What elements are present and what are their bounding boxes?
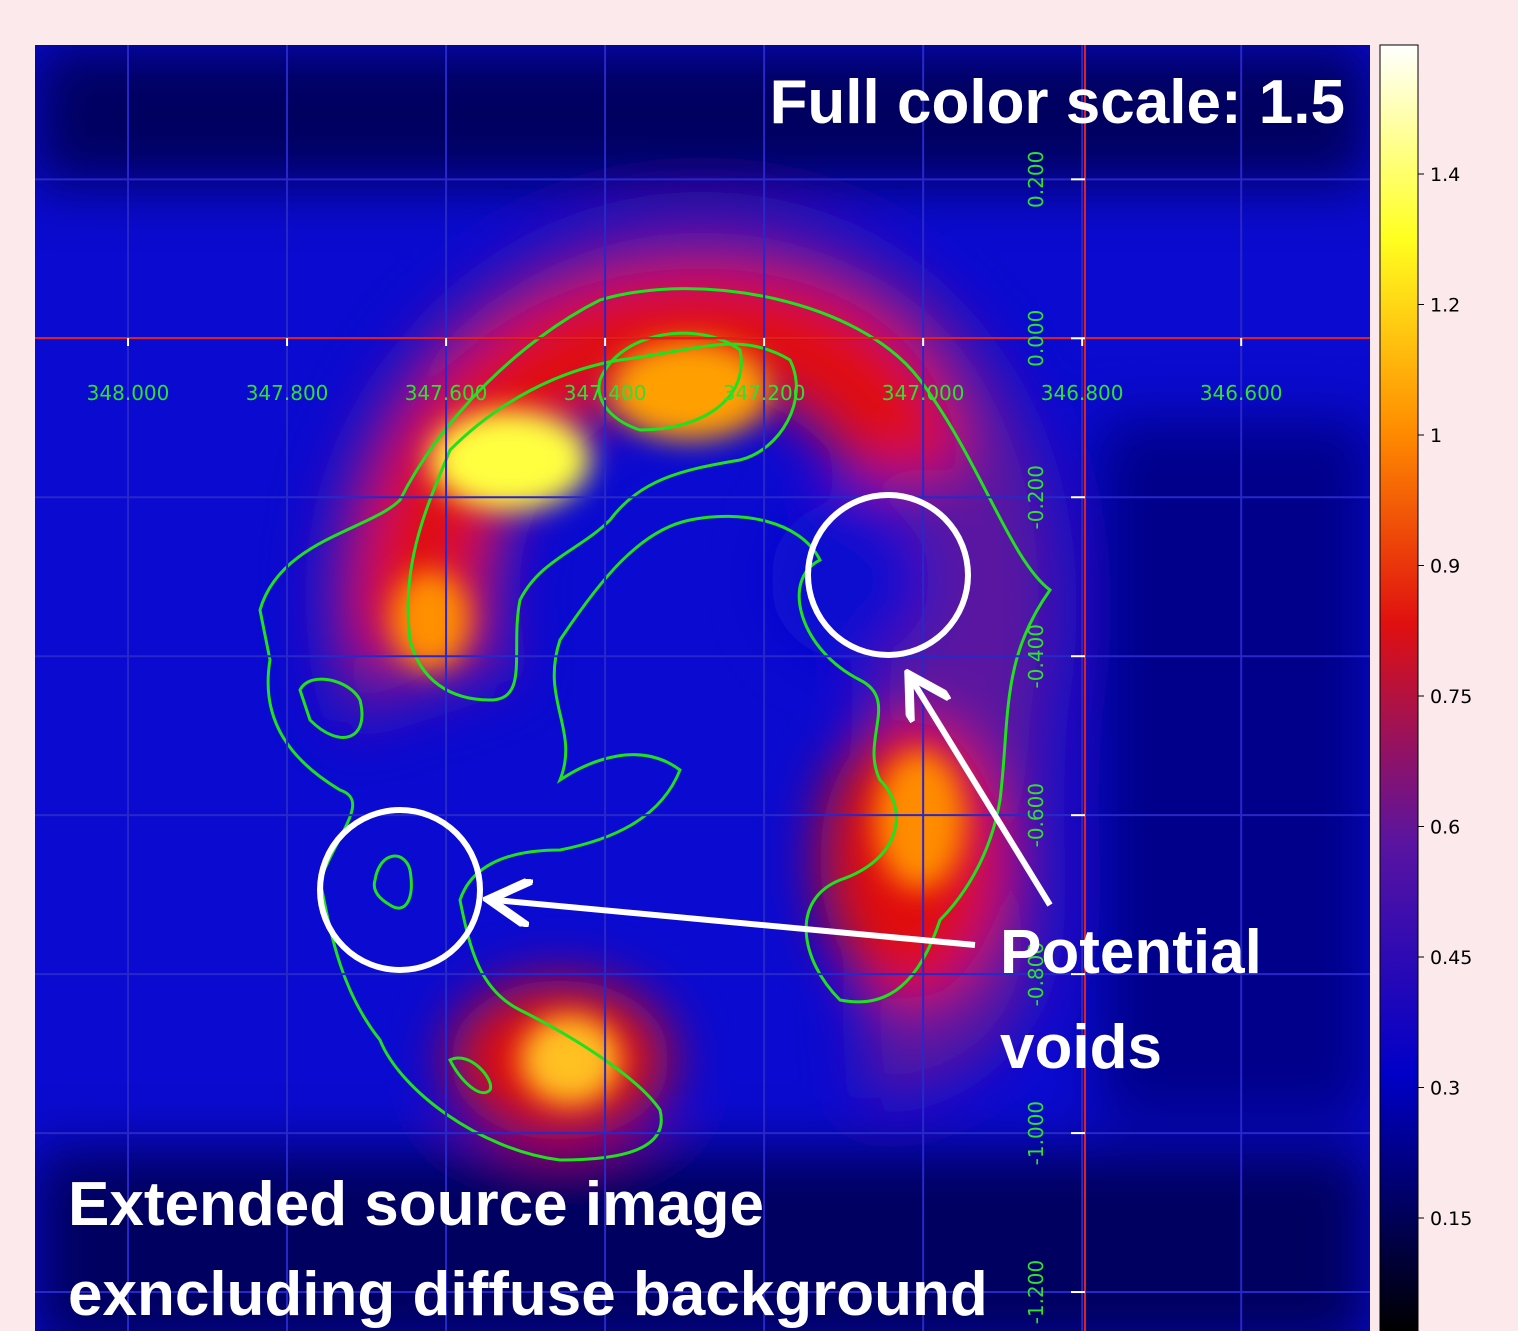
x-tick-label: 348.000 (87, 381, 170, 405)
colorbar-tick-label: 0.6 (1430, 817, 1460, 839)
y-tick-label: -1.200 (1024, 1260, 1048, 1324)
void-label: voids (1000, 1013, 1162, 1082)
caption: Extended source image (68, 1170, 764, 1239)
x-tick-label: 347.600 (405, 381, 488, 405)
colorbar-ticks: 1.4 1.2 1 0.9 0.75 0.6 0.45 0.3 0.15 (1418, 164, 1472, 1230)
chart: 348.000 347.800 347.600 347.400 347.200 347.0… (0, 0, 1518, 1331)
colorbar-tick-label: 1 (1430, 425, 1442, 447)
x-tick-label: 347.000 (882, 381, 965, 405)
page: 348.000 347.800 347.600 347.400 347.200 347.0… (0, 0, 1518, 1331)
colorbar-tick-label: 1.4 (1430, 164, 1460, 186)
scale-note: Full color scale: 1.5 (770, 68, 1345, 137)
colorbar-tick-label: 0.9 (1430, 556, 1460, 578)
x-tick-label: 346.800 (1041, 381, 1124, 405)
y-tick-label: 0.000 (1024, 310, 1048, 367)
x-tick-label: 347.800 (246, 381, 329, 405)
void-label: Potential (1000, 918, 1262, 987)
caption: exncluding diffuse background (68, 1260, 988, 1329)
y-tick-label: -0.200 (1024, 465, 1048, 529)
y-tick-label: 0.200 (1024, 151, 1048, 208)
y-tick-label: -1.000 (1024, 1101, 1048, 1165)
y-tick-label: -0.600 (1024, 783, 1048, 847)
x-tick-label: 347.400 (564, 381, 647, 405)
colorbar (1380, 45, 1418, 1331)
colorbar-tick-label: 0.75 (1430, 686, 1472, 708)
colorbar-tick-label: 0.15 (1430, 1208, 1472, 1230)
colorbar-tick-label: 0.45 (1430, 947, 1472, 969)
y-tick-label: -0.400 (1024, 624, 1048, 688)
colorbar-tick-label: 1.2 (1430, 295, 1460, 317)
x-tick-label: 347.200 (723, 381, 806, 405)
colorbar-tick-label: 0.3 (1430, 1078, 1460, 1100)
sky-image: 348.000 347.800 347.600 347.400 347.200 347.0… (35, 45, 1370, 1331)
x-tick-label: 346.600 (1200, 381, 1283, 405)
